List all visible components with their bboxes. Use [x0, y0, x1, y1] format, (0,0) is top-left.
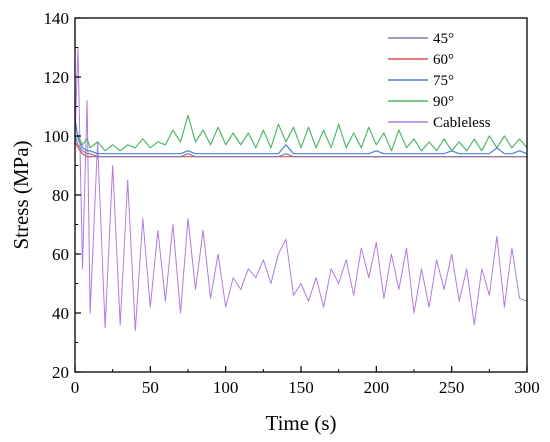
y-tick-label: 40	[52, 304, 69, 323]
legend-label: 45°	[433, 31, 454, 47]
legend-label: Cableless	[433, 115, 491, 131]
series-line-75deg	[74, 118, 528, 155]
x-tick-label: 250	[439, 378, 465, 397]
legend-label: 90°	[433, 94, 454, 110]
series-line-cableless	[74, 47, 528, 332]
legend-label: 75°	[433, 73, 454, 89]
series-line-45deg	[74, 135, 527, 158]
x-tick-label: 200	[364, 378, 390, 397]
y-axis-title: Stress (MPa)	[9, 140, 33, 249]
x-tick-label: 50	[142, 378, 159, 397]
y-tick-label: 140	[44, 9, 70, 28]
x-tick-label: 300	[514, 378, 540, 397]
y-tick-label: 120	[44, 68, 70, 87]
legend: 45° 60° 75° 90° Cableless	[388, 31, 491, 131]
y-tick-label: 80	[52, 186, 69, 205]
x-tick-label: 0	[71, 378, 80, 397]
legend-label: 60°	[433, 52, 454, 68]
series-line-90deg	[74, 114, 528, 152]
ticks-layer: 0 50 100 150 200 250 300 20 40 60 80 100 120 140	[44, 9, 540, 397]
series-layer	[74, 47, 528, 332]
y-tick-label: 60	[52, 245, 69, 264]
x-tick-label: 150	[288, 378, 314, 397]
plot-frame	[74, 17, 528, 373]
series-line-60deg	[74, 141, 527, 158]
x-tick-label: 100	[213, 378, 239, 397]
y-tick-label: 100	[44, 127, 70, 146]
x-axis-title: Time (s)	[266, 411, 337, 435]
y-tick-label: 20	[52, 363, 69, 382]
